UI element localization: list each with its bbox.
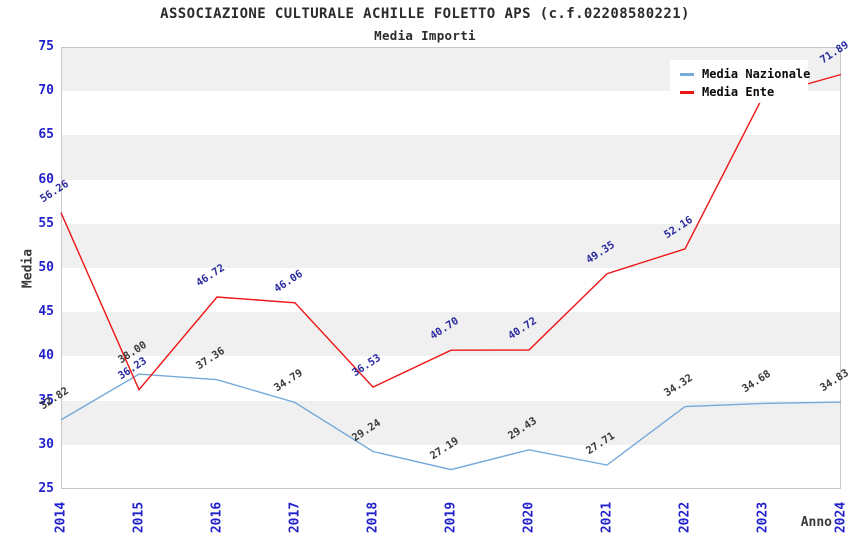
legend-label: Media Nazionale: [702, 67, 811, 81]
y-tick-label: 30: [38, 436, 54, 452]
grid-band: [61, 268, 841, 313]
y-tick-label: 45: [38, 304, 54, 320]
legend-swatch-icon: [680, 72, 694, 76]
y-tick-label: 40: [38, 348, 54, 364]
x-tick-label: 2021: [599, 501, 615, 534]
chart-title: ASSOCIAZIONE CULTURALE ACHILLE FOLETTO A…: [160, 6, 690, 22]
legend-label: Media Ente: [702, 85, 775, 99]
y-tick-label: 35: [38, 392, 54, 408]
x-tick-label: 2016: [209, 501, 225, 534]
y-tick-label: 50: [38, 260, 54, 275]
chart-subtitle: Media Importi: [374, 28, 476, 43]
x-tick-label: 2024: [833, 501, 849, 534]
y-tick-label: 25: [38, 481, 54, 496]
x-tick-label: 2023: [755, 501, 771, 534]
plot-area: [61, 47, 841, 489]
grid-band: [61, 135, 841, 180]
x-tick-label: 2015: [131, 501, 147, 534]
y-tick-label: 65: [38, 127, 54, 143]
legend-item: Media Nazionale: [680, 66, 811, 82]
legend-swatch-icon: [680, 90, 694, 94]
y-tick-label: 55: [38, 215, 54, 231]
y-axis-title: Media: [20, 248, 36, 289]
grid-band: [61, 179, 841, 224]
y-tick-label: 70: [38, 83, 54, 99]
x-tick-label: 2022: [677, 501, 693, 534]
y-tick-label: 75: [38, 39, 54, 54]
grid-band: [61, 356, 841, 401]
x-tick-label: 2014: [53, 501, 69, 534]
legend: Media Nazionale Media Ente: [670, 60, 811, 103]
grid-band: [61, 223, 841, 268]
legend-item: Media Ente: [680, 84, 808, 100]
x-tick-label: 2017: [287, 501, 303, 534]
x-tick-label: 2019: [443, 501, 459, 534]
x-tick-label: 2020: [521, 501, 537, 534]
y-tick-label: 60: [38, 171, 54, 187]
x-axis-title: Anno: [800, 515, 832, 530]
x-tick-label: 2018: [365, 501, 381, 534]
